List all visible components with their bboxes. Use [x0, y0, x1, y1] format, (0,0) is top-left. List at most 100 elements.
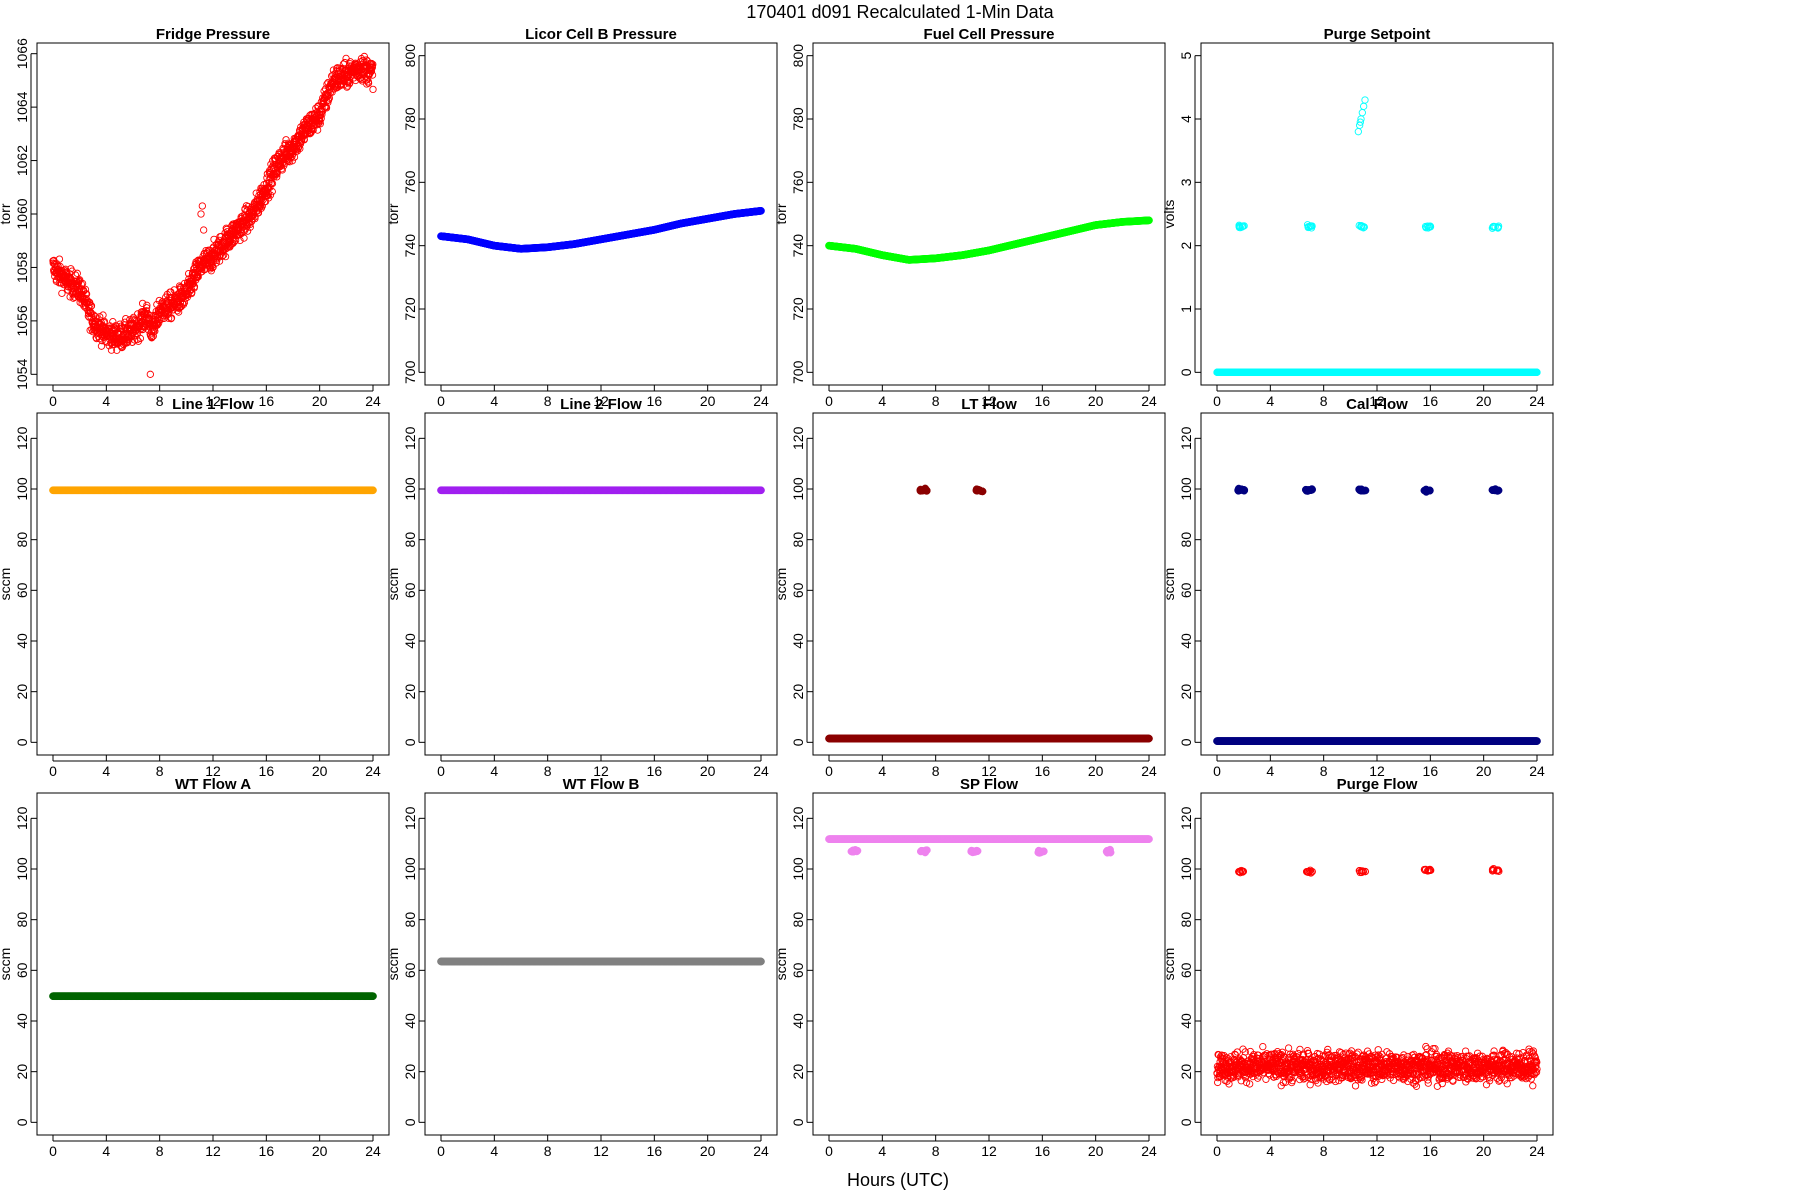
- data-point: [144, 310, 152, 318]
- plot-frame: [812, 42, 1166, 386]
- y-axis-label: volts: [1161, 200, 1177, 229]
- x-tick-label: 8: [156, 763, 164, 779]
- x-tick-label: 16: [1035, 393, 1051, 409]
- x-tick-label: 4: [878, 393, 886, 409]
- y-tick-label: 40: [14, 633, 30, 649]
- x-tick-label: 24: [1141, 393, 1157, 409]
- x-tick-label: 0: [49, 763, 57, 779]
- outlier-point: [146, 370, 154, 378]
- data-point: [190, 283, 199, 291]
- x-tick-label: 12: [205, 393, 221, 409]
- y-tick-label: 760: [402, 170, 418, 194]
- panel-title: Purge Setpoint: [1324, 26, 1431, 43]
- y-tick-label: 780: [790, 107, 806, 131]
- y-tick-label: 0: [14, 738, 30, 746]
- outlier-point: [1361, 96, 1369, 104]
- data-point: [369, 60, 377, 69]
- y-tick-label: 800: [790, 44, 806, 68]
- data-point: [1145, 216, 1153, 225]
- x-tick-label: 8: [156, 393, 164, 409]
- x-tick-label: 20: [1476, 393, 1492, 409]
- y-tick-label: 800: [402, 44, 418, 68]
- data-point: [368, 59, 376, 68]
- x-tick-label: 12: [593, 393, 609, 409]
- plot-frame: [1200, 42, 1554, 386]
- data-point: [167, 293, 175, 302]
- outlier-point: [1358, 109, 1366, 117]
- data-point: [98, 337, 106, 345]
- x-tick-label: 24: [365, 763, 381, 779]
- x-tick-label: 4: [102, 393, 110, 409]
- data-point: [243, 227, 252, 235]
- x-tick-label: 4: [1266, 393, 1274, 409]
- data-point: [138, 299, 147, 308]
- plot-frame: [36, 412, 390, 756]
- y-tick-label: 1062: [14, 145, 30, 176]
- data-point: [188, 288, 196, 297]
- x-tick-label: 24: [1529, 393, 1545, 409]
- y-tick-label: 720: [402, 297, 418, 321]
- data-point: [240, 227, 248, 235]
- x-tick-label: 8: [544, 393, 552, 409]
- data-point: [290, 153, 299, 161]
- outlier-point: [198, 202, 206, 210]
- y-tick-label: 1058: [14, 252, 30, 283]
- data-point: [81, 285, 90, 294]
- figure-title: 170401 d091 Recalculated 1-Min Data: [746, 2, 1054, 22]
- y-tick-label: 760: [790, 170, 806, 194]
- x-tick-label: 16: [259, 393, 275, 409]
- data-point: [116, 320, 124, 328]
- data-point: [236, 236, 244, 245]
- data-point: [86, 301, 94, 309]
- data-point: [316, 120, 324, 128]
- data-point: [73, 269, 81, 277]
- y-tick-label: 1066: [14, 38, 30, 69]
- data-point: [143, 301, 151, 309]
- y-tick-label: 2: [1178, 242, 1194, 250]
- data-point: [266, 183, 274, 192]
- y-tick-label: 700: [790, 360, 806, 384]
- data-point: [364, 79, 373, 87]
- outlier-point: [200, 226, 208, 234]
- y-tick-label: 720: [790, 297, 806, 321]
- data-point: [55, 255, 64, 263]
- y-axis-label: torr: [0, 203, 13, 224]
- y-tick-label: 780: [402, 107, 418, 131]
- data-point: [240, 234, 248, 242]
- data-point: [325, 94, 334, 102]
- y-tick-label: 100: [14, 477, 30, 501]
- x-tick-label: 20: [312, 763, 328, 779]
- data-point: [266, 191, 275, 199]
- y-tick-label: 1054: [14, 359, 30, 390]
- data-point: [184, 290, 192, 299]
- data-point: [221, 252, 230, 261]
- x-tick-label: 20: [312, 393, 328, 409]
- data-point: [133, 335, 141, 344]
- data-point: [363, 57, 372, 65]
- y-tick-label: 740: [790, 234, 806, 258]
- panel-title: Line 1 Flow: [172, 396, 254, 413]
- panel-title: Licor Cell B Pressure: [525, 26, 677, 43]
- data-point: [288, 157, 296, 165]
- data-point: [82, 290, 91, 298]
- y-tick-label: 0: [1178, 368, 1194, 376]
- y-axis-label: torr: [385, 203, 401, 224]
- data-point: [367, 67, 376, 75]
- data-point: [107, 346, 116, 354]
- data-point: [268, 187, 276, 196]
- data-point: [368, 71, 377, 79]
- x-tick-label: 8: [1320, 393, 1328, 409]
- y-tick-label: 1056: [14, 305, 30, 336]
- y-tick-label: 5: [1178, 52, 1194, 60]
- data-point: [136, 334, 145, 343]
- data-point: [368, 63, 376, 72]
- data-point: [362, 59, 370, 67]
- data-point: [268, 179, 277, 188]
- x-tick-label: 0: [825, 393, 833, 409]
- x-tick-label: 20: [700, 393, 716, 409]
- panel-title: Fuel Cell Pressure: [924, 26, 1055, 43]
- data-point: [300, 136, 308, 144]
